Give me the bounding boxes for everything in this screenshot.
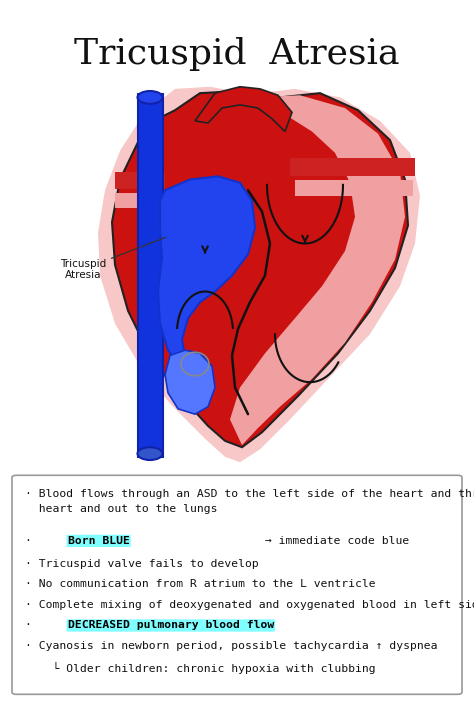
Text: · Blood flows through an ASD to the left side of the heart and through a VSD to : · Blood flows through an ASD to the left… [25, 489, 474, 499]
Polygon shape [290, 158, 415, 176]
Text: → immediate code blue: → immediate code blue [258, 536, 410, 546]
Polygon shape [295, 180, 413, 196]
Text: heart and out to the lungs: heart and out to the lungs [25, 505, 218, 515]
Polygon shape [158, 176, 255, 364]
Text: └ Older children: chronic hypoxia with clubbing: └ Older children: chronic hypoxia with c… [25, 662, 376, 674]
Polygon shape [115, 193, 162, 208]
Polygon shape [112, 91, 408, 447]
Text: · Cyanosis in newborn period, possible tachycardia ↑ dyspnea: · Cyanosis in newborn period, possible t… [25, 641, 438, 651]
Text: Tricuspid  Atresia: Tricuspid Atresia [74, 37, 400, 71]
Text: Born BLUE: Born BLUE [68, 536, 129, 546]
Polygon shape [195, 87, 292, 132]
FancyBboxPatch shape [12, 475, 462, 695]
Text: · Tricuspid valve fails to develop: · Tricuspid valve fails to develop [25, 559, 259, 569]
Polygon shape [138, 94, 163, 457]
Ellipse shape [137, 91, 163, 104]
Text: Tricuspid
Atresia: Tricuspid Atresia [60, 237, 166, 280]
Polygon shape [230, 95, 405, 445]
Text: · No communication from R atrium to the L ventricle: · No communication from R atrium to the … [25, 579, 376, 589]
Text: ·: · [25, 621, 39, 631]
Text: ·: · [25, 536, 39, 546]
Polygon shape [98, 87, 420, 462]
Polygon shape [115, 172, 165, 189]
Ellipse shape [137, 447, 163, 460]
Polygon shape [165, 351, 215, 414]
Text: · Complete mixing of deoxygenated and oxygenated blood in left side of heart: · Complete mixing of deoxygenated and ox… [25, 600, 474, 610]
Text: DECREASED pulmonary blood flow: DECREASED pulmonary blood flow [68, 621, 274, 631]
